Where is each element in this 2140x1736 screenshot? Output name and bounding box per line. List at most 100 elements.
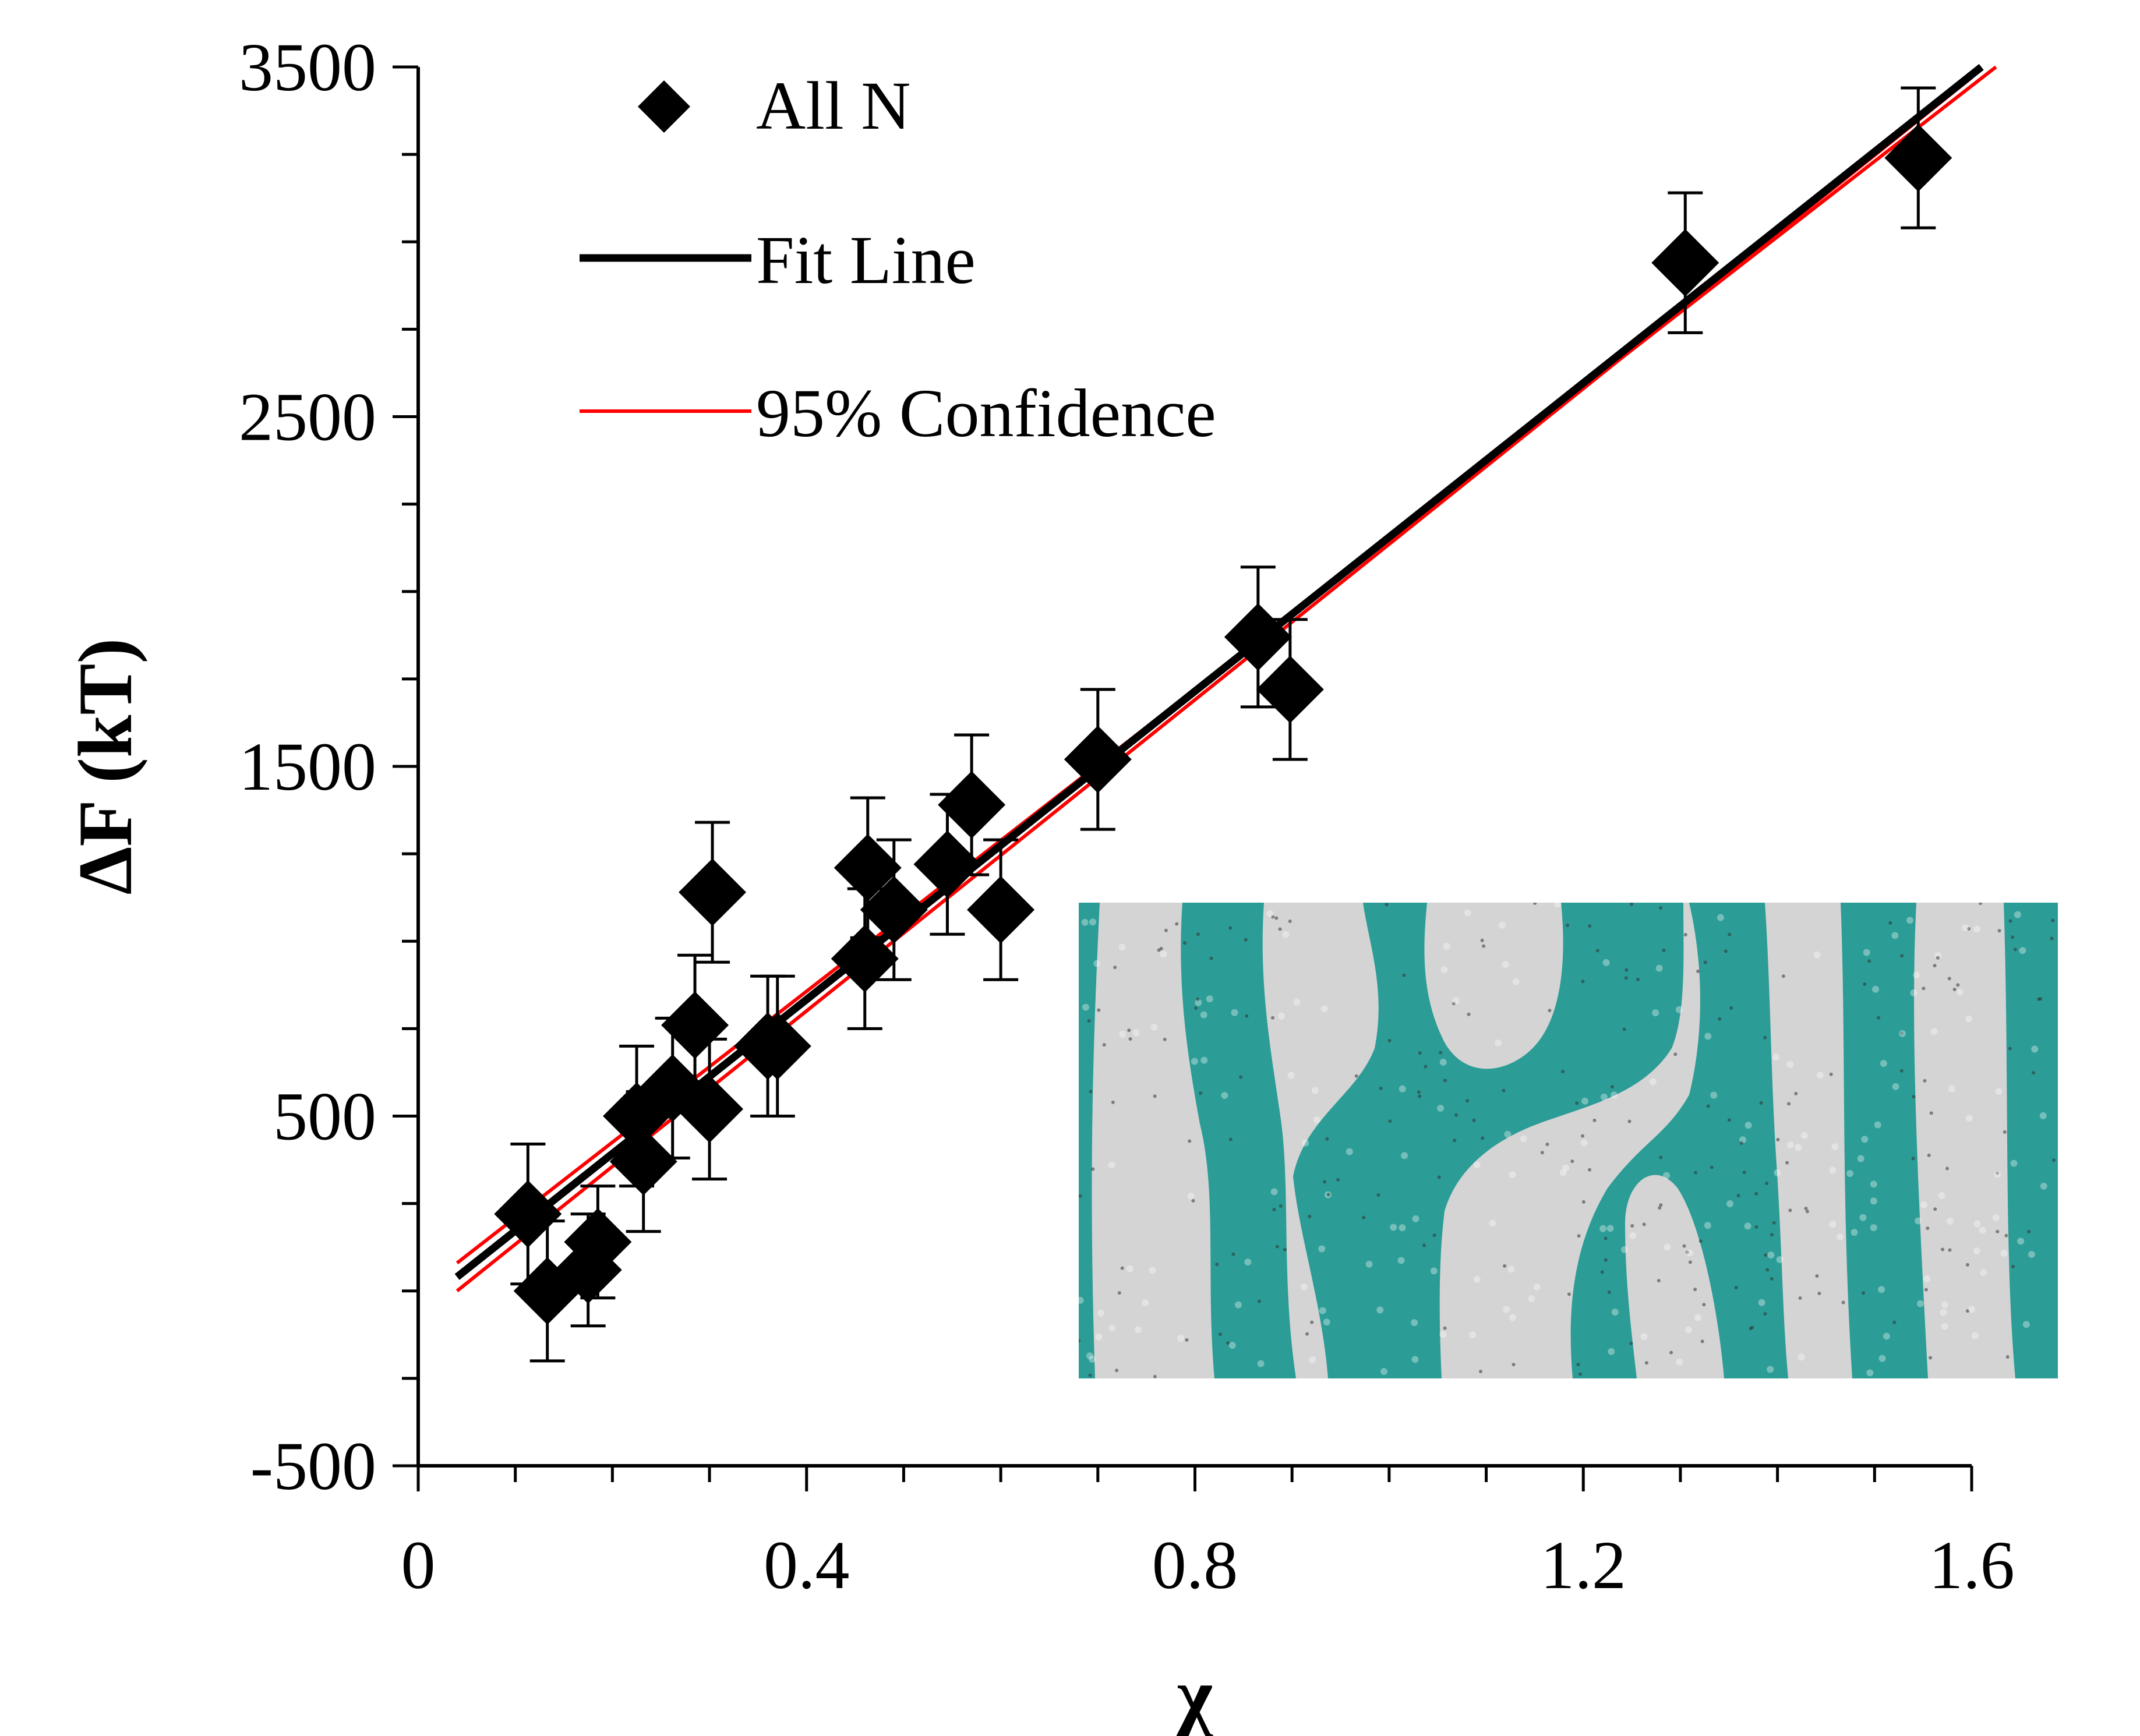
inset-speck (1724, 949, 1728, 953)
inset-speck (1948, 1085, 1955, 1092)
inset-speck (1770, 1233, 1774, 1237)
inset-speck (1226, 1341, 1230, 1345)
inset-speck (1946, 1217, 1954, 1225)
inset-speck (1996, 1171, 2000, 1175)
inset-speck (1533, 903, 1537, 905)
inset-speck (1973, 1220, 1981, 1228)
inset-speck (1576, 1363, 1580, 1367)
inset-speck (1163, 1037, 1167, 1041)
inset-speck (1221, 1092, 1228, 1099)
inset-speck (1362, 1215, 1366, 1219)
inset-speck (1580, 1139, 1588, 1147)
inset-speck (1608, 1348, 1615, 1355)
inset-speck (1745, 1122, 1752, 1129)
inset-speck (1995, 1088, 2003, 1095)
inset-speck (1862, 1291, 1866, 1295)
inset-speck (1231, 1009, 1238, 1016)
inset-speck (1883, 1332, 1890, 1340)
inset-speck (1566, 923, 1570, 927)
inset-speck (1257, 1299, 1261, 1303)
inset-speck (1089, 1356, 1096, 1363)
inset-speck (1495, 1039, 1502, 1046)
inset-speck (1325, 1137, 1329, 1141)
inset-speck (1776, 1138, 1780, 1142)
inset-speck (1910, 989, 1917, 997)
inset-speck (1922, 987, 1926, 991)
inset-speck (1892, 1320, 1897, 1324)
inset-speck (1933, 1207, 1937, 1211)
inset-speck (1739, 1141, 1743, 1145)
inset-speck (1592, 1118, 1597, 1122)
inset-speck (1891, 932, 1899, 939)
inset-speck (1479, 1370, 1483, 1374)
inset-speck (1097, 1309, 1104, 1317)
inset-speck (1800, 1132, 1808, 1139)
data-point (1256, 655, 1324, 723)
inset-speck (1629, 1341, 1633, 1345)
inset-speck (1968, 1306, 1976, 1313)
inset-speck (1604, 1258, 1608, 1262)
inset-speck (1193, 1006, 1198, 1010)
inset-speck (1866, 1369, 1874, 1377)
inset-speck (1437, 1175, 1441, 1179)
inset-speck (1600, 1270, 1604, 1274)
inset-speck (1956, 983, 1960, 987)
inset-speck (1694, 1314, 1702, 1321)
inset-speck (1126, 1265, 1133, 1272)
inset-speck (1548, 1009, 1552, 1013)
inset-speck (2017, 1238, 2025, 1245)
inset-speck (1388, 1119, 1392, 1123)
inset-speck (1795, 1144, 1802, 1151)
inset-speck (1453, 1139, 1457, 1143)
inset-speck (1945, 1166, 1950, 1171)
inset-speck (2003, 1130, 2007, 1134)
inset-speck (1786, 1060, 1794, 1068)
inset-speck (1079, 1339, 1081, 1343)
inset-speck (1906, 917, 1914, 924)
inset-speck (1244, 938, 1248, 942)
inset-speck (1734, 1286, 1738, 1290)
inset-speck (1588, 1168, 1592, 1172)
inset-speck (1776, 1256, 1784, 1263)
inset-speck (1418, 1051, 1422, 1055)
inset-speck (1279, 1204, 1283, 1208)
inset-speck (1319, 1307, 1326, 1314)
inset-speck (1588, 924, 1592, 928)
inset-speck (1979, 903, 1983, 906)
y-tick-label: -500 (250, 1428, 376, 1504)
inset-speck (1185, 1338, 1189, 1342)
inset-speck (1088, 1373, 1092, 1377)
inset-speck (1135, 1326, 1142, 1334)
inset-speck (1533, 1284, 1541, 1291)
inset-speck (1282, 931, 1290, 938)
inset-speck (1302, 1139, 1309, 1147)
inset-speck (1270, 1188, 1278, 1196)
inset-speck (2004, 1233, 2008, 1238)
inset-speck (1630, 1224, 1634, 1228)
inset-speck (1622, 1027, 1626, 1031)
inset-speck (1191, 1198, 1195, 1203)
inset-speck (1417, 1090, 1421, 1094)
inset-speck (1581, 980, 1585, 984)
x-tick-label: 0.4 (764, 1527, 850, 1603)
inset-speck (1992, 1214, 2000, 1222)
inset-speck (1196, 997, 1200, 1001)
inset-speck (1788, 1208, 1792, 1212)
inset-speck (1817, 1291, 1821, 1295)
inset-speck (1244, 1258, 1252, 1266)
inset-speck (1675, 1006, 1683, 1013)
inset-speck (1480, 938, 1484, 942)
inset-speck (1836, 1233, 1844, 1240)
x-tick-label: 0.8 (1152, 1527, 1238, 1603)
inset-speck (1311, 1087, 1319, 1094)
inset-speck (1293, 998, 1301, 1006)
inset-speck (2039, 997, 2043, 1001)
inset-speck (1938, 1191, 1945, 1199)
inset-speck (1772, 1221, 1776, 1225)
inset-speck (1759, 1101, 1763, 1105)
inset-speck (1199, 1091, 1203, 1095)
inset-speck (2050, 936, 2054, 941)
inset-speck (1206, 995, 1213, 1003)
data-point (1884, 124, 1952, 192)
inset-speck (1611, 1309, 1619, 1316)
